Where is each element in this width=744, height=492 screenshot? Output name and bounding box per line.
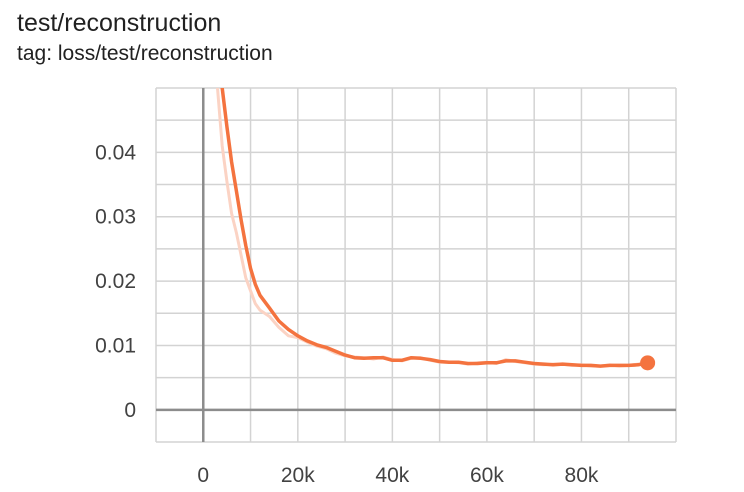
y-tick-label: 0 (124, 399, 136, 422)
chart-title: test/reconstruction (17, 9, 222, 37)
last-value-point[interactable] (640, 355, 656, 371)
y-tick-label: 0.01 (95, 334, 136, 357)
y-tick-label: 0.03 (95, 206, 136, 229)
x-tick-label: 40k (375, 464, 409, 487)
x-tick-label: 20k (281, 464, 315, 487)
x-tick-label: 0 (197, 464, 209, 487)
label-layer: 0 0.01 0.02 0.03 0.04 0 20k 40k 60k 80k (95, 141, 599, 487)
x-tick-label: 80k (565, 464, 599, 487)
y-tick-label: 0.02 (95, 270, 136, 293)
grid-layer (155, 87, 677, 443)
smoothed-series-line (220, 88, 650, 368)
x-tick-label: 60k (470, 464, 504, 487)
y-tick-label: 0.04 (95, 141, 136, 164)
series-layer (216, 88, 656, 371)
axis-layer (156, 88, 676, 442)
chart-tag: tag: loss/test/reconstruction (17, 42, 273, 65)
